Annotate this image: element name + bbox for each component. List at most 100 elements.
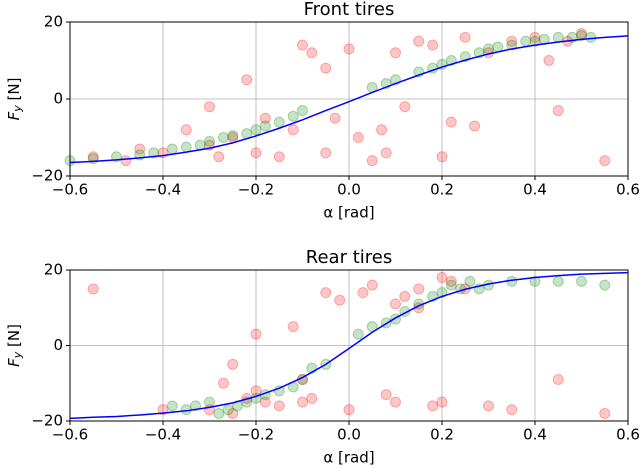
scatter-point	[334, 294, 346, 306]
scatter-point	[352, 328, 364, 340]
scatter-point	[469, 120, 481, 132]
chart-title: Front tires	[304, 0, 395, 20]
scatter-point	[259, 396, 271, 408]
x-axis-label: α [rad]	[323, 449, 374, 467]
axes-frame	[69, 21, 629, 177]
scatter-point	[506, 404, 518, 416]
scatter-point	[320, 287, 332, 299]
scatter-point	[227, 130, 239, 142]
scatter-point	[148, 147, 160, 159]
scatter-point	[273, 116, 285, 128]
scatter-point	[287, 321, 299, 333]
y-axis-label-part: y	[11, 351, 24, 359]
scatter-point	[297, 105, 308, 117]
y-axis-label-part: F	[5, 111, 23, 120]
scatter-point	[306, 47, 318, 59]
scatter-point	[250, 124, 262, 136]
fit-line	[69, 271, 629, 420]
fit-line	[69, 35, 629, 164]
x-tick-label: −0.6	[52, 181, 88, 199]
scatter-point	[529, 31, 541, 43]
scatter-point	[259, 120, 271, 132]
scatter-point	[413, 283, 425, 295]
scatter-point	[483, 400, 494, 412]
y-tick-label: 0	[53, 90, 63, 108]
axes-frame	[69, 269, 629, 422]
scatter-point	[204, 396, 215, 408]
scatter-point	[320, 62, 332, 74]
y-axis-label-part: [N]	[5, 78, 23, 106]
y-axis-label-part: F	[5, 358, 23, 367]
scatter-point	[166, 143, 178, 155]
scatter-point	[227, 407, 239, 419]
scatter-point	[599, 279, 611, 291]
scatter-point	[464, 275, 476, 287]
chart-title: Rear tires	[306, 247, 392, 268]
scatter-point	[445, 279, 457, 291]
scatter-point	[399, 290, 411, 302]
x-tick-label: 0.2	[430, 426, 454, 444]
scatter-point	[213, 407, 225, 419]
scatter-point	[459, 31, 471, 43]
y-tick-label: −20	[31, 167, 63, 185]
scatter-point	[436, 396, 448, 408]
scatter-point	[366, 279, 378, 291]
scatter-point	[390, 396, 401, 408]
scatter-point	[87, 283, 99, 295]
scatter-point	[287, 124, 299, 136]
scatter-point	[576, 275, 587, 287]
subplot: −0.6 −0.4 −0.2 0.0 0.2 0.4 0.6 −20 0 20 Front tire…	[5, 0, 640, 222]
scatter-point	[506, 39, 518, 51]
scatter-point	[445, 275, 457, 287]
scatter-point	[445, 116, 457, 128]
x-axis-label: α [rad]	[323, 204, 374, 222]
x-tick-label: 0.4	[523, 181, 547, 199]
scatter-point	[585, 31, 597, 43]
scatter-point	[343, 43, 355, 55]
scatter-point	[134, 143, 146, 155]
scatter-point	[506, 35, 518, 47]
scatter-point	[273, 151, 285, 163]
scatter-point	[380, 147, 392, 159]
y-axis-label: Fy [N]	[5, 78, 25, 121]
x-tick-label: −0.4	[145, 426, 181, 444]
scatter-point	[576, 28, 587, 40]
scatter-point	[352, 132, 364, 143]
scatter-point	[357, 287, 369, 299]
scatter-point	[599, 155, 611, 167]
scatter-point	[273, 400, 285, 412]
scatter-point	[366, 155, 378, 167]
x-tick-label: 0.6	[616, 426, 640, 444]
scatter-point	[287, 110, 299, 122]
y-tick-label: 0	[53, 336, 63, 354]
scatter-point	[329, 112, 341, 124]
x-tick-label: 0.0	[337, 426, 361, 444]
scatter-point	[552, 373, 564, 385]
scatter-point	[390, 47, 401, 59]
scatter-point	[390, 298, 401, 310]
x-tick-label: −0.2	[238, 426, 274, 444]
x-tick-label: −0.6	[52, 426, 88, 444]
scatter-point	[166, 400, 178, 412]
y-axis-label: Fy [N]	[5, 324, 25, 367]
scatter-point	[529, 275, 541, 287]
scatter-point	[320, 147, 332, 159]
scatter-point	[576, 29, 587, 41]
scatter-point	[529, 35, 541, 47]
x-tick-label: 0.4	[523, 426, 547, 444]
y-axis-label-part: [N]	[5, 324, 23, 352]
subplot: −0.6 −0.4 −0.2 0.0 0.2 0.4 0.6 −20 0 20 Rear tires…	[5, 247, 640, 467]
x-tick-label: 0.0	[337, 181, 361, 199]
scatter-point	[427, 39, 439, 51]
y-axis-label-part: y	[11, 105, 24, 113]
scatter-point	[250, 328, 262, 340]
scatter-point	[222, 404, 234, 416]
x-tick-label: −0.2	[238, 181, 274, 199]
x-tick-label: 0.6	[616, 181, 640, 199]
scatter-point	[343, 404, 355, 416]
scatter-point	[213, 151, 225, 163]
scatter-point	[120, 155, 132, 167]
scatter-point	[227, 358, 239, 370]
scatter-point	[552, 275, 564, 287]
scatter-point	[297, 39, 308, 51]
